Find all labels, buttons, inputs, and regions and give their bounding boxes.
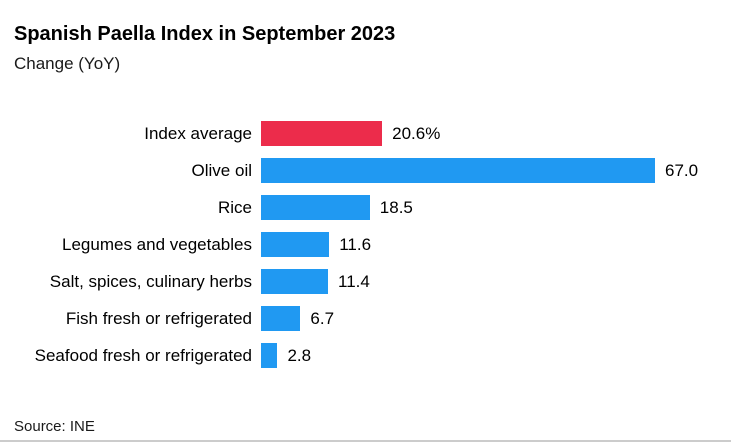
bar-row: Olive oil 67.0 bbox=[0, 152, 731, 189]
category-label: Salt, spices, culinary herbs bbox=[49, 271, 252, 291]
bar-track: 67.0 bbox=[261, 152, 731, 189]
category-label: Fish fresh or refrigerated bbox=[65, 308, 252, 328]
bar bbox=[261, 306, 301, 332]
category-label: Rice bbox=[217, 197, 252, 217]
bar bbox=[261, 232, 330, 258]
value-label: 20.6% bbox=[392, 123, 441, 143]
bar-track: 2.8 bbox=[261, 337, 731, 374]
bar-track: 11.6 bbox=[261, 226, 731, 263]
bar bbox=[261, 269, 329, 295]
value-label: 11.6 bbox=[339, 234, 372, 254]
bar-track: 20.6% bbox=[261, 115, 731, 152]
chart-title: Spanish Paella Index in September 2023 bbox=[14, 23, 396, 45]
bottom-divider bbox=[0, 440, 731, 442]
bar bbox=[261, 343, 278, 369]
bar-track: 6.7 bbox=[261, 300, 731, 337]
chart-subtitle: Change (YoY) bbox=[14, 54, 121, 73]
value-label: 6.7 bbox=[310, 308, 335, 328]
value-label: 18.5 bbox=[379, 197, 413, 217]
bar-row: Seafood fresh or refrigerated 2.8 bbox=[0, 337, 731, 374]
value-label: 11.4 bbox=[338, 271, 370, 291]
value-label: 2.8 bbox=[287, 345, 312, 365]
source-note: Source: INE bbox=[14, 418, 95, 435]
category-label: Olive oil bbox=[191, 160, 252, 180]
bar-track: 11.4 bbox=[261, 263, 731, 300]
category-label: Index average bbox=[144, 123, 252, 143]
bar-row: Fish fresh or refrigerated 6.7 bbox=[0, 300, 731, 337]
category-label: Seafood fresh or refrigerated bbox=[34, 345, 252, 365]
bar bbox=[261, 121, 383, 147]
category-label: Legumes and vegetables bbox=[62, 234, 252, 254]
bar-row: Rice 18.5 bbox=[0, 189, 731, 226]
bar-row: Salt, spices, culinary herbs 11.4 bbox=[0, 263, 731, 300]
bar-chart: Index average 20.6% Olive oil 67.0 Rice 18.5 L… bbox=[0, 115, 731, 374]
bar-row: Index average 20.6% bbox=[0, 115, 731, 152]
bar bbox=[261, 158, 655, 184]
bar-track: 18.5 bbox=[261, 189, 731, 226]
bar bbox=[261, 195, 370, 221]
bar-row: Legumes and vegetables 11.6 bbox=[0, 226, 731, 263]
value-label: 67.0 bbox=[665, 160, 699, 180]
chart-header: Spanish Paella Index in September 2023 C… bbox=[0, 0, 731, 75]
